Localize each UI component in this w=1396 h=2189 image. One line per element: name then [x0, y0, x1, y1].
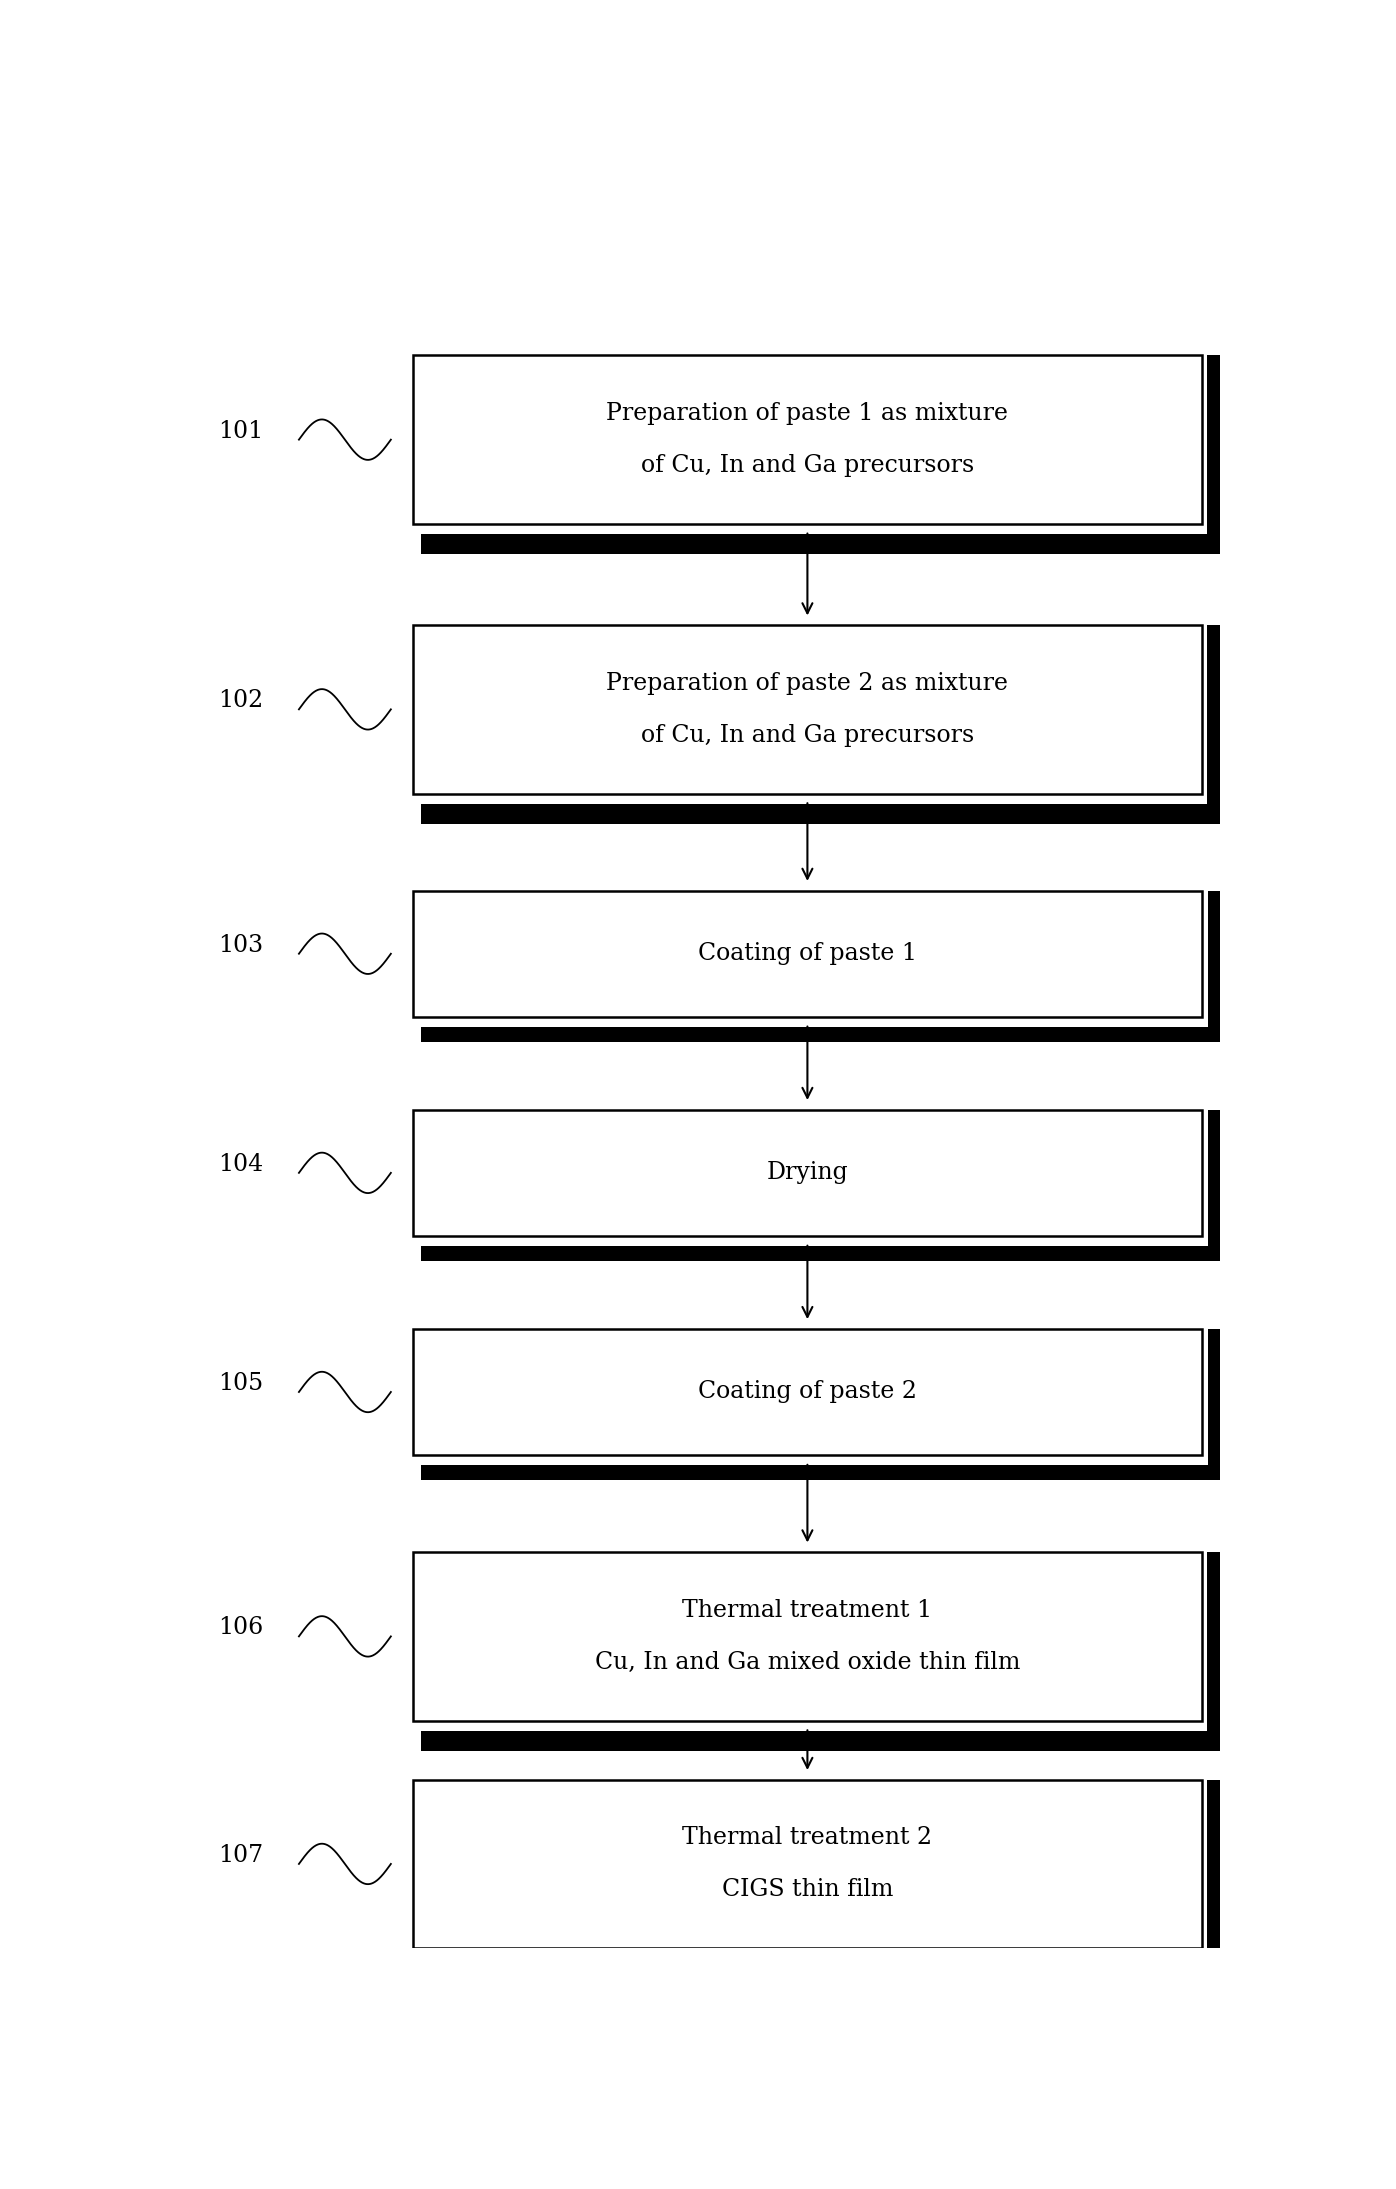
Text: of Cu, In and Ga precursors: of Cu, In and Ga precursors	[641, 453, 974, 477]
Text: CIGS thin film: CIGS thin film	[722, 1878, 893, 1902]
Bar	[422, 534, 1220, 554]
Bar	[413, 626, 1202, 795]
Bar	[1208, 355, 1220, 554]
Text: Preparation of paste 2 as mixture: Preparation of paste 2 as mixture	[606, 672, 1008, 694]
Text: 102: 102	[218, 690, 262, 711]
Bar	[422, 1464, 1220, 1480]
Text: 104: 104	[218, 1154, 262, 1175]
Text: 106: 106	[218, 1615, 262, 1640]
Bar	[1208, 1552, 1220, 1751]
Bar	[422, 1246, 1220, 1261]
Bar	[422, 1959, 1220, 1979]
Bar	[1208, 626, 1220, 823]
Text: 107: 107	[218, 1843, 262, 1867]
Text: of Cu, In and Ga precursors: of Cu, In and Ga precursors	[641, 725, 974, 746]
Text: 105: 105	[218, 1373, 262, 1394]
Bar	[413, 1552, 1202, 1721]
Bar	[413, 891, 1202, 1018]
Bar	[413, 1110, 1202, 1237]
Bar	[422, 1731, 1220, 1751]
Text: Preparation of paste 1 as mixture: Preparation of paste 1 as mixture	[606, 403, 1008, 425]
Text: Thermal treatment 1: Thermal treatment 1	[683, 1598, 933, 1622]
Bar	[422, 803, 1220, 823]
Bar	[1208, 1780, 1220, 1979]
Text: Coating of paste 2: Coating of paste 2	[698, 1381, 917, 1403]
Text: 101: 101	[218, 420, 262, 442]
Bar	[1208, 1329, 1220, 1480]
Text: Coating of paste 1: Coating of paste 1	[698, 941, 917, 965]
Text: Cu, In and Ga mixed oxide thin film: Cu, In and Ga mixed oxide thin film	[595, 1651, 1020, 1675]
Bar	[1208, 891, 1220, 1042]
Bar	[422, 1027, 1220, 1042]
Bar	[413, 1780, 1202, 1948]
Bar	[1208, 1110, 1220, 1261]
Bar	[413, 1329, 1202, 1456]
Bar	[413, 355, 1202, 523]
Text: Drying: Drying	[766, 1162, 849, 1184]
Text: Thermal treatment 2: Thermal treatment 2	[683, 1826, 933, 1850]
Text: 103: 103	[218, 935, 262, 957]
